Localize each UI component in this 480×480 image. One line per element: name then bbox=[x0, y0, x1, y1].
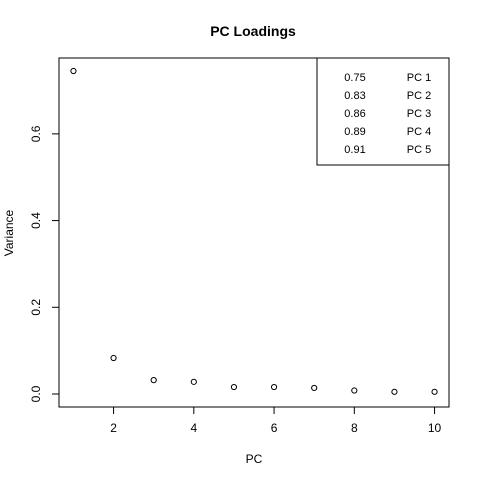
data-point bbox=[270, 383, 278, 391]
y-axis: 0.0 0.2 0.4 0.6 bbox=[29, 125, 59, 402]
data-point bbox=[391, 388, 398, 395]
data-point bbox=[230, 383, 238, 391]
x-tick-label: 4 bbox=[190, 421, 197, 435]
data-point bbox=[70, 67, 77, 75]
y-tick-label: 0.6 bbox=[29, 125, 43, 142]
legend: 0.75 PC 1 0.83 PC 2 0.86 PC 3 0.89 PC 4 0.91 PC 5 bbox=[316, 57, 450, 166]
legend-label: PC 2 bbox=[407, 90, 431, 102]
data-point bbox=[150, 377, 157, 384]
legend-value: 0.91 bbox=[344, 144, 365, 156]
data-points bbox=[70, 67, 438, 395]
legend-label: PC 3 bbox=[407, 108, 431, 120]
x-tick-label: 10 bbox=[428, 421, 442, 435]
x-tick-label: 8 bbox=[351, 421, 358, 435]
plot-frame bbox=[58, 57, 450, 408]
data-point bbox=[110, 354, 117, 362]
y-tick-label: 0.4 bbox=[29, 212, 43, 229]
legend-value: 0.83 bbox=[344, 90, 365, 102]
legend-value: 0.89 bbox=[344, 126, 365, 138]
y-tick-label: 0.0 bbox=[29, 385, 43, 402]
data-point bbox=[190, 378, 197, 385]
y-tick-label: 0.2 bbox=[29, 299, 43, 316]
data-point bbox=[431, 388, 438, 395]
x-tick-label: 2 bbox=[110, 421, 117, 435]
data-point bbox=[351, 387, 358, 394]
data-point bbox=[311, 384, 318, 392]
legend-label: PC 4 bbox=[407, 126, 431, 138]
legend-label: PC 1 bbox=[407, 72, 431, 84]
legend-value: 0.75 bbox=[344, 72, 365, 84]
legend-box bbox=[316, 57, 450, 166]
x-axis: 2 4 6 8 10 bbox=[110, 407, 442, 435]
x-tick-label: 6 bbox=[271, 421, 278, 435]
legend-label: PC 5 bbox=[407, 144, 431, 156]
legend-value: 0.86 bbox=[344, 108, 365, 120]
y-axis-label: Variance bbox=[2, 209, 16, 256]
x-axis-label: PC bbox=[246, 452, 263, 466]
chart-title: PC Loadings bbox=[210, 23, 296, 39]
